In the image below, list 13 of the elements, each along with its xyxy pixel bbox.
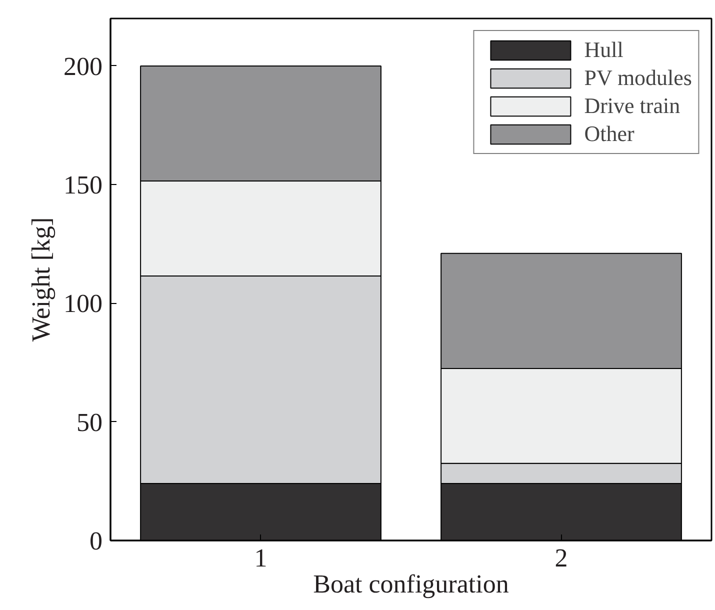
- y-tick-label: 100: [64, 289, 102, 318]
- legend-label: PV modules: [584, 65, 692, 91]
- x-tick-label: 2: [554, 544, 568, 572]
- y-tick-label: 0: [90, 526, 102, 556]
- x-axis-title: Boat configuration: [313, 570, 509, 598]
- y-tick-label: 150: [64, 170, 102, 200]
- legend-label: Hull: [584, 37, 624, 63]
- y-tick-label: 50: [76, 408, 102, 437]
- y-tick-label: 200: [64, 52, 102, 81]
- legend-label: Other: [584, 121, 634, 147]
- y-axis-title: Weight [kg]: [26, 217, 56, 342]
- x-tick-label: 1: [254, 544, 268, 572]
- legend-label: Drive train: [584, 93, 680, 119]
